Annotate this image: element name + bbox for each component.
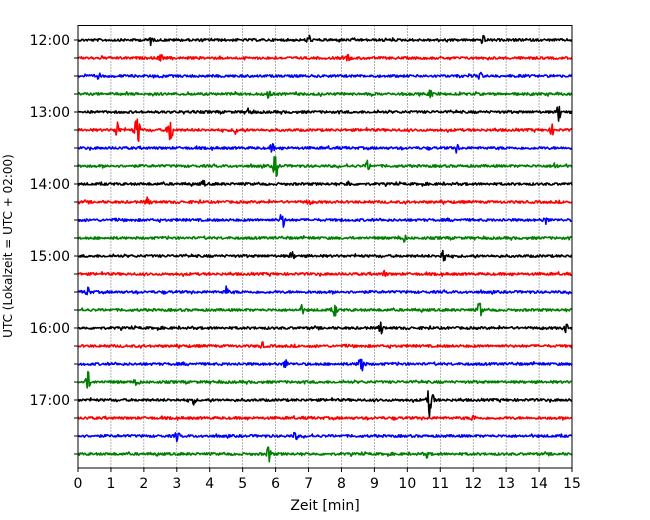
y-tick-label: 13:00 xyxy=(30,105,70,121)
trace-line xyxy=(77,285,573,296)
plot-frame xyxy=(77,25,573,469)
trace-line xyxy=(77,196,573,206)
x-axis-ticks: 0 1 2 3 4 5 6 7 8 9 10 11 12 13 14 15 xyxy=(74,468,581,492)
y-tick-label: 16:00 xyxy=(30,321,70,337)
trace-line xyxy=(77,71,573,80)
trace-line xyxy=(77,234,573,243)
trace-line xyxy=(77,179,573,187)
trace-line xyxy=(77,414,573,421)
trace-line xyxy=(77,446,573,463)
y-tick-label: 17:00 xyxy=(30,393,70,409)
y-tick-label: 14:00 xyxy=(30,177,70,193)
x-tick-label: 5 xyxy=(238,476,247,492)
trace-line xyxy=(77,370,573,389)
trace-line xyxy=(77,142,573,154)
x-tick-label: 14 xyxy=(530,476,548,492)
x-tick-label: 3 xyxy=(172,476,181,492)
x-tick-label: 2 xyxy=(139,476,148,492)
trace-line xyxy=(77,118,573,143)
y-axis-ticks: 12:00 13:00 14:00 15:00 16:00 17:00 xyxy=(30,33,78,455)
trace-line xyxy=(77,302,573,317)
x-tick-label: 1 xyxy=(106,476,115,492)
y-tick-label: 15:00 xyxy=(30,249,70,265)
trace-line xyxy=(77,89,573,99)
x-tick-label: 6 xyxy=(271,476,280,492)
trace-line xyxy=(77,358,573,372)
trace-line xyxy=(77,214,573,228)
trace-line xyxy=(77,341,573,349)
trace-line xyxy=(77,105,573,122)
trace-line xyxy=(77,53,573,62)
trace-line xyxy=(77,269,573,277)
y-tick-label: 12:00 xyxy=(30,33,70,49)
trace-line xyxy=(77,249,573,262)
x-tick-label: 8 xyxy=(337,476,346,492)
y-axis-label: UTC (Lokalzeit = UTC + 02:00) xyxy=(1,154,15,338)
x-axis-label: Zeit [min] xyxy=(290,498,359,514)
x-tick-label: 15 xyxy=(563,476,581,492)
x-tick-label: 7 xyxy=(304,476,313,492)
x-tick-label: 11 xyxy=(431,476,449,492)
x-tick-label: 4 xyxy=(205,476,214,492)
x-tick-label: 10 xyxy=(398,476,416,492)
x-tick-label: 9 xyxy=(370,476,379,492)
trace-line xyxy=(77,34,573,47)
trace-line xyxy=(77,390,573,418)
trace-line xyxy=(77,155,573,177)
x-tick-label: 0 xyxy=(74,476,83,492)
x-tick-label: 13 xyxy=(497,476,515,492)
trace-line xyxy=(77,431,573,443)
seismic-traces xyxy=(77,34,573,463)
x-tick-label: 12 xyxy=(464,476,482,492)
trace-line xyxy=(77,321,573,335)
x-gridlines xyxy=(110,25,540,468)
